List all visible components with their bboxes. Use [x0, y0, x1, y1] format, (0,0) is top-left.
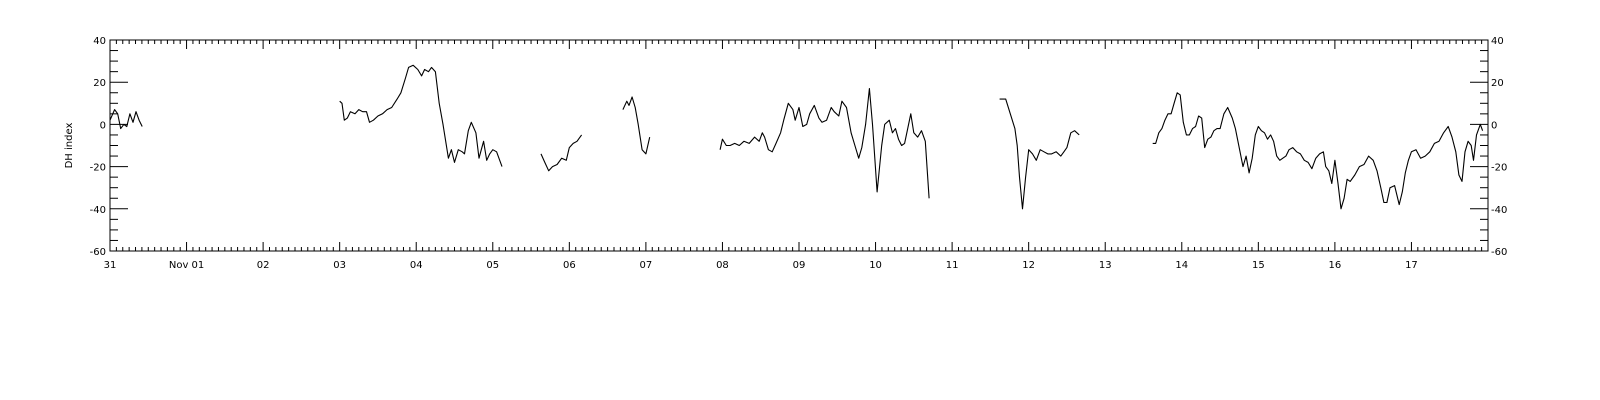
x-tick-label: 11: [946, 260, 959, 271]
y-tick-label-left: 0: [100, 120, 106, 131]
y-tick-label-left: -20: [90, 163, 106, 174]
x-tick-label: 07: [640, 260, 653, 271]
y-tick-label-left: -60: [90, 247, 106, 258]
y-tick-label-right: -20: [1491, 163, 1507, 174]
plot-frame: [109, 39, 1489, 252]
x-tick-label: 13: [1099, 260, 1112, 271]
dh-index-line-segment: [719, 87, 930, 199]
dh-index-line-segment: [540, 134, 583, 172]
x-tick-label: 15: [1252, 260, 1265, 271]
x-tick-label: Nov 01: [169, 260, 204, 271]
y-tick-label-right: -60: [1491, 247, 1507, 258]
dh-index-series: [109, 64, 1484, 210]
x-tick-label: 05: [486, 260, 499, 271]
x-tick-label: 10: [869, 260, 882, 271]
dh-index-line-segment: [109, 109, 143, 130]
x-tick-label: 08: [716, 260, 729, 271]
x-tick-label: 16: [1329, 260, 1342, 271]
x-tick-label: 09: [793, 260, 806, 271]
x-tick-label: 17: [1405, 260, 1418, 271]
y-axis-title: DH index: [64, 123, 75, 169]
y-tick-label-left: 20: [93, 78, 106, 89]
y-tick-label-right: 40: [1491, 36, 1504, 47]
tick-labels: 31 Nov 01 02 03 04 05 06 07 08 09 10 11 12 13 14 15 16 17…: [90, 36, 1508, 271]
y-tick-label-left: -40: [90, 205, 106, 216]
dh-index-line-segment: [999, 98, 1080, 210]
x-tick-label: 06: [563, 260, 576, 271]
dh-index-line-segment: [1152, 92, 1484, 210]
x-tick-label: 14: [1175, 260, 1188, 271]
x-tick-label: 02: [257, 260, 270, 271]
x-tick-label: 03: [333, 260, 346, 271]
y-tick-label-right: 0: [1491, 120, 1497, 131]
y-tick-label-right: 20: [1491, 78, 1504, 89]
dh-index-line-segment: [339, 64, 503, 167]
x-tick-label: 31: [104, 260, 117, 271]
dh-index-line-segment: [622, 96, 651, 155]
x-tick-label: 12: [1022, 260, 1035, 271]
y-tick-label-left: 40: [93, 36, 106, 47]
x-tick-label: 04: [410, 260, 423, 271]
axis-ticks: [109, 39, 1489, 252]
y-tick-label-right: -40: [1491, 205, 1507, 216]
